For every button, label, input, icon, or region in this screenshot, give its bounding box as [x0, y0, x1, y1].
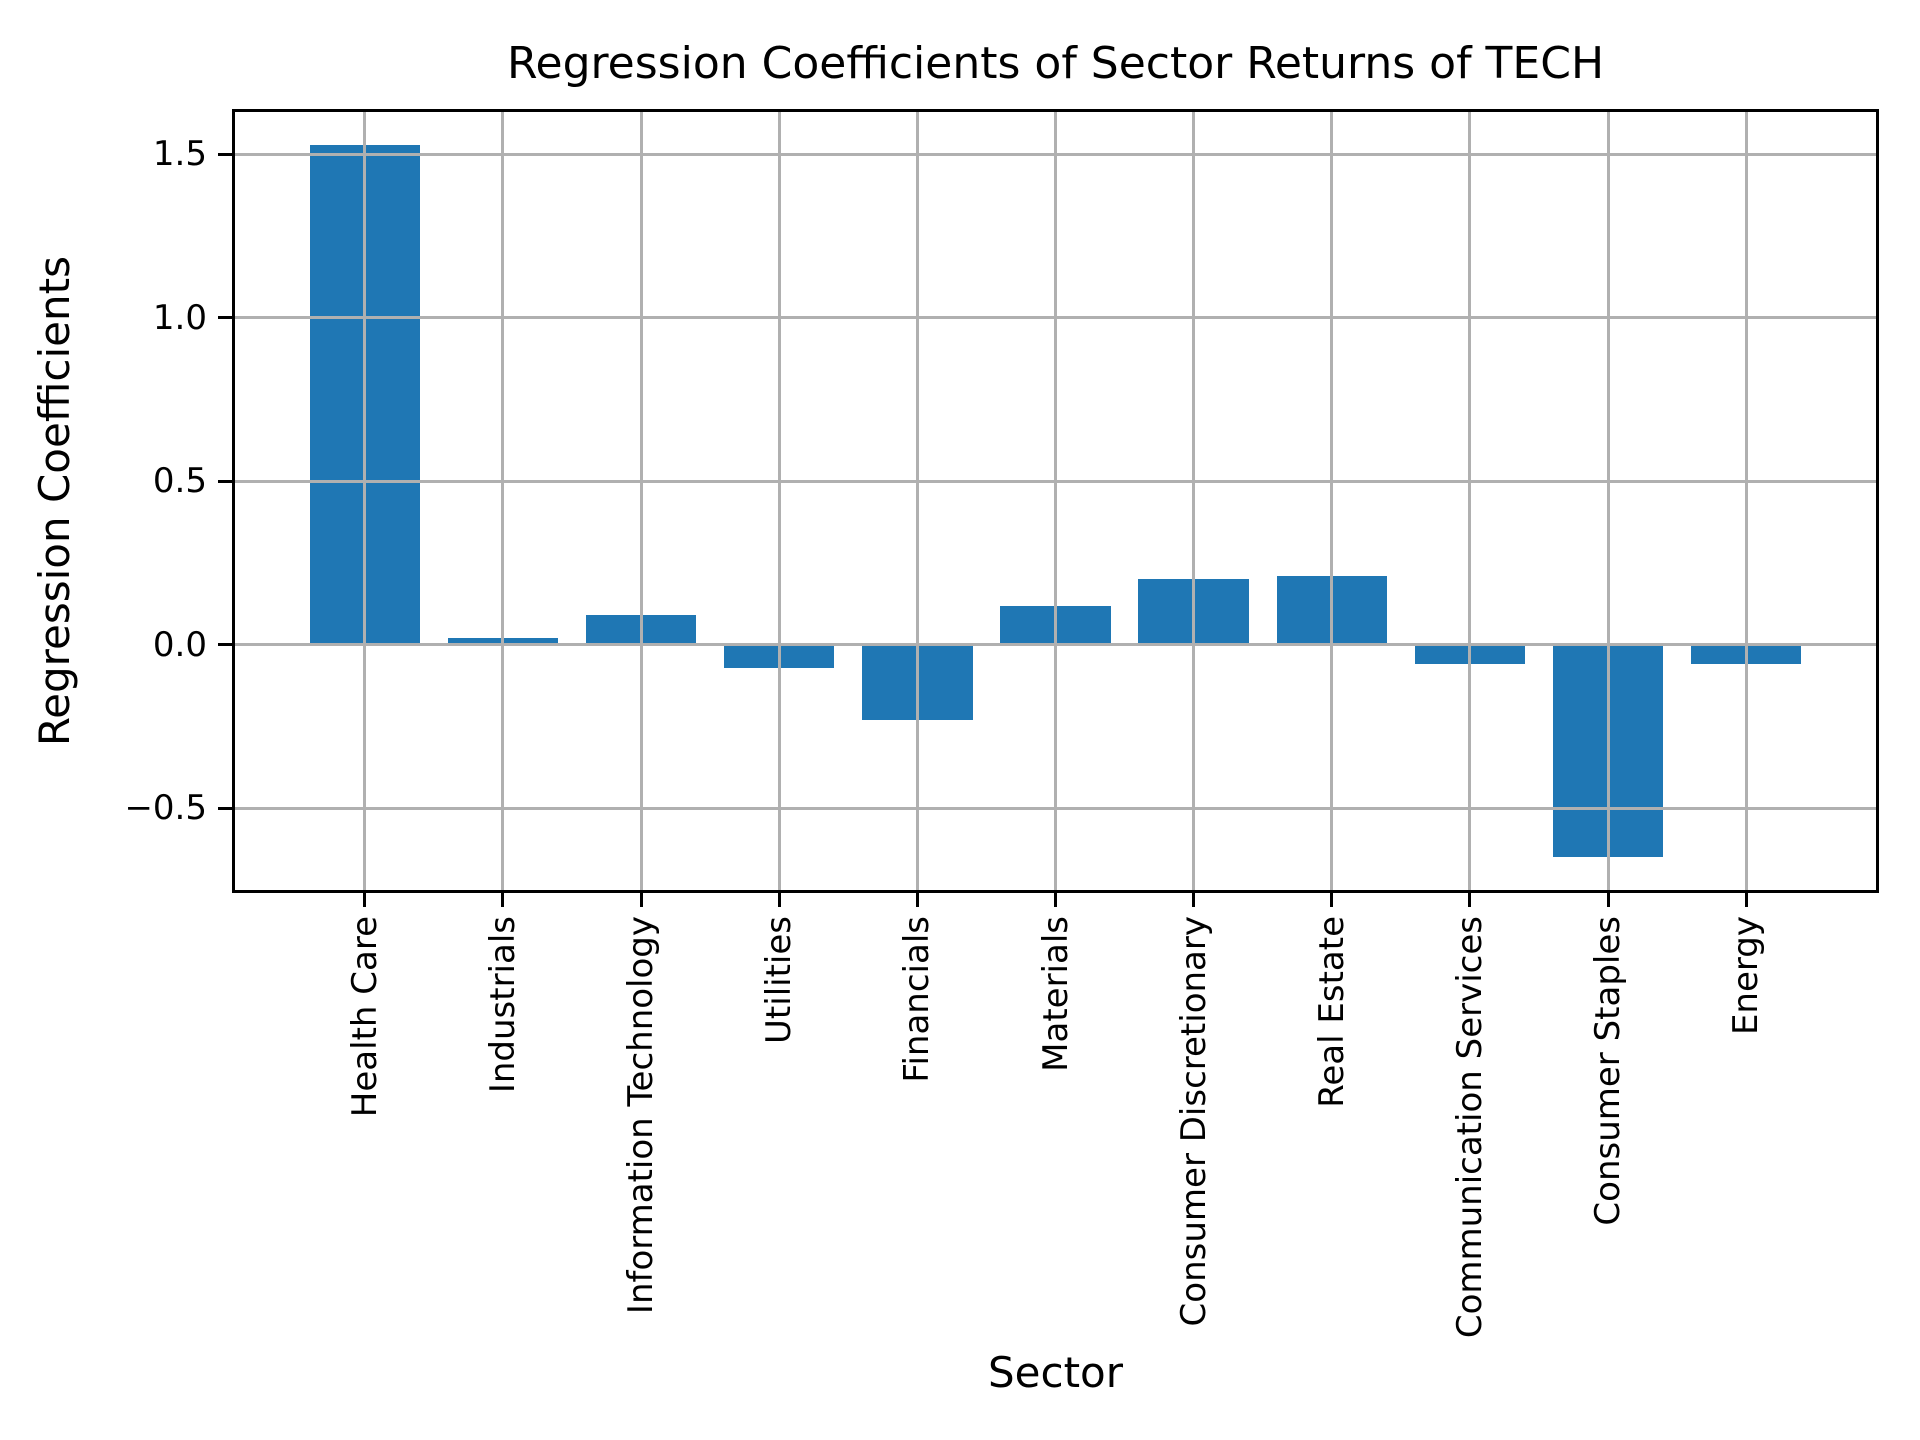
v-gridline — [1054, 112, 1057, 890]
y-tick-mark — [218, 643, 235, 647]
x-tick-label: Information Technology — [621, 916, 662, 1315]
v-gridline — [363, 112, 367, 890]
y-tick-label: 1.0 — [152, 297, 207, 338]
y-tick-label: 0.0 — [152, 624, 207, 665]
x-tick-mark — [1468, 890, 1472, 907]
x-tick-label: Utilities — [759, 916, 800, 1044]
x-tick-mark — [501, 890, 505, 907]
x-axis-label: Sector — [987, 1348, 1124, 1397]
x-tick-mark — [1054, 890, 1057, 907]
x-tick-label: Consumer Discretionary — [1173, 916, 1214, 1327]
y-axis-label: Regression Coefficients — [29, 255, 79, 747]
chart-title: Regression Coefficients of Sector Return… — [506, 38, 1605, 89]
y-axis-label-box: Regression Coefficients — [28, 112, 80, 890]
y-tick-mark — [218, 152, 235, 156]
x-tick-label: Materials — [1035, 916, 1076, 1072]
x-tick-label: Energy — [1726, 916, 1767, 1036]
x-tick-label: Financials — [897, 916, 938, 1083]
x-tick-mark — [363, 890, 367, 907]
v-gridline — [639, 112, 643, 890]
x-tick-mark — [777, 890, 781, 907]
y-tick-mark — [218, 806, 235, 810]
v-gridline — [1606, 112, 1610, 890]
v-gridline — [915, 112, 919, 890]
y-tick-label: 1.5 — [152, 134, 207, 175]
v-gridline — [1468, 112, 1472, 890]
x-tick-label: Consumer Staples — [1588, 916, 1629, 1226]
x-tick-mark — [915, 890, 919, 907]
x-tick-mark — [1192, 890, 1196, 907]
x-tick-label: Real Estate — [1311, 916, 1352, 1108]
v-gridline — [501, 112, 505, 890]
v-gridline — [1744, 112, 1748, 890]
x-tick-label: Communication Services — [1449, 916, 1490, 1339]
x-tick-label: Health Care — [344, 916, 385, 1118]
x-tick-mark — [1744, 890, 1748, 907]
y-tick-label: 0.5 — [152, 461, 207, 502]
y-tick-mark — [218, 316, 235, 320]
y-tick-mark — [218, 479, 235, 483]
v-gridline — [1330, 112, 1334, 890]
x-tick-mark — [639, 890, 643, 907]
v-gridline — [777, 112, 781, 890]
y-tick-label: −0.5 — [124, 788, 207, 829]
x-tick-label: Industrials — [482, 916, 523, 1094]
x-tick-mark — [1606, 890, 1610, 907]
v-gridline — [1192, 112, 1196, 890]
x-tick-mark — [1330, 890, 1334, 907]
